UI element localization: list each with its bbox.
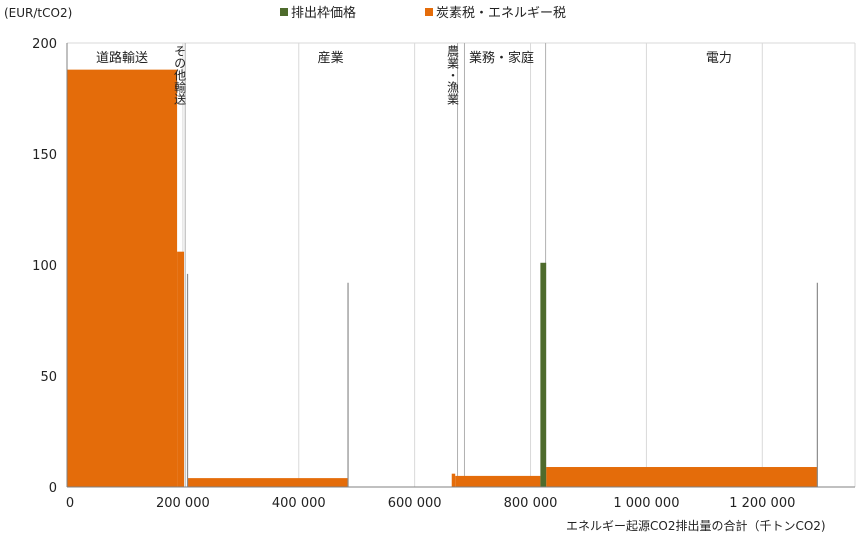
legend-item-carbon-tax: 炭素税・エネルギー税 (425, 2, 566, 21)
x-tick-label: 800 000 (504, 496, 558, 511)
y-tick-label: 100 (32, 259, 57, 274)
x-tick-label: 200 000 (156, 496, 210, 511)
sector-label: 業務・家庭 (469, 50, 534, 66)
legend-label-carbon-tax: 炭素税・エネルギー税 (436, 6, 567, 21)
legend-item-emission-price: 排出枠価格 (280, 2, 356, 21)
sector-label: 産業 (318, 50, 344, 66)
sector-label: 道路輸送 (96, 50, 148, 66)
sector-label: 電力 (706, 51, 732, 66)
marker-line (816, 282, 818, 487)
tax-bar (67, 69, 178, 487)
x-axis-title: エネルギー起源CO2排出量の合計（千トンCO2) (566, 519, 826, 533)
y-tick-label: 50 (40, 370, 57, 385)
emission-price-bar (540, 262, 547, 487)
tax-bar (177, 251, 185, 487)
x-tick-label: 600 000 (388, 496, 442, 511)
legend-swatch-carbon-tax (425, 7, 433, 16)
sector-label-vertical: その他輸送 (173, 45, 187, 106)
y-tick-label: 150 (32, 148, 57, 163)
y-tick-label: 200 (32, 37, 57, 52)
tax-bar (187, 478, 349, 487)
legend-swatch-emission-price (280, 7, 288, 16)
marker-line (186, 273, 189, 487)
y-axis-unit: (EUR/tCO2) (4, 6, 73, 20)
sector-label-vertical: 農業・漁業 (446, 45, 460, 105)
x-tick-label: 0 (66, 496, 74, 511)
x-tick-label: 1 000 000 (613, 496, 679, 511)
legend-label-emission-price: 排出枠価格 (291, 6, 357, 21)
x-tick-label: 1 200 000 (729, 496, 795, 511)
marker-line (347, 282, 349, 487)
tax-bar (546, 467, 818, 487)
tax-bar (451, 473, 456, 487)
y-tick-label: 0 (49, 481, 57, 496)
tax-bar (455, 475, 541, 487)
x-tick-label: 400 000 (272, 496, 326, 511)
